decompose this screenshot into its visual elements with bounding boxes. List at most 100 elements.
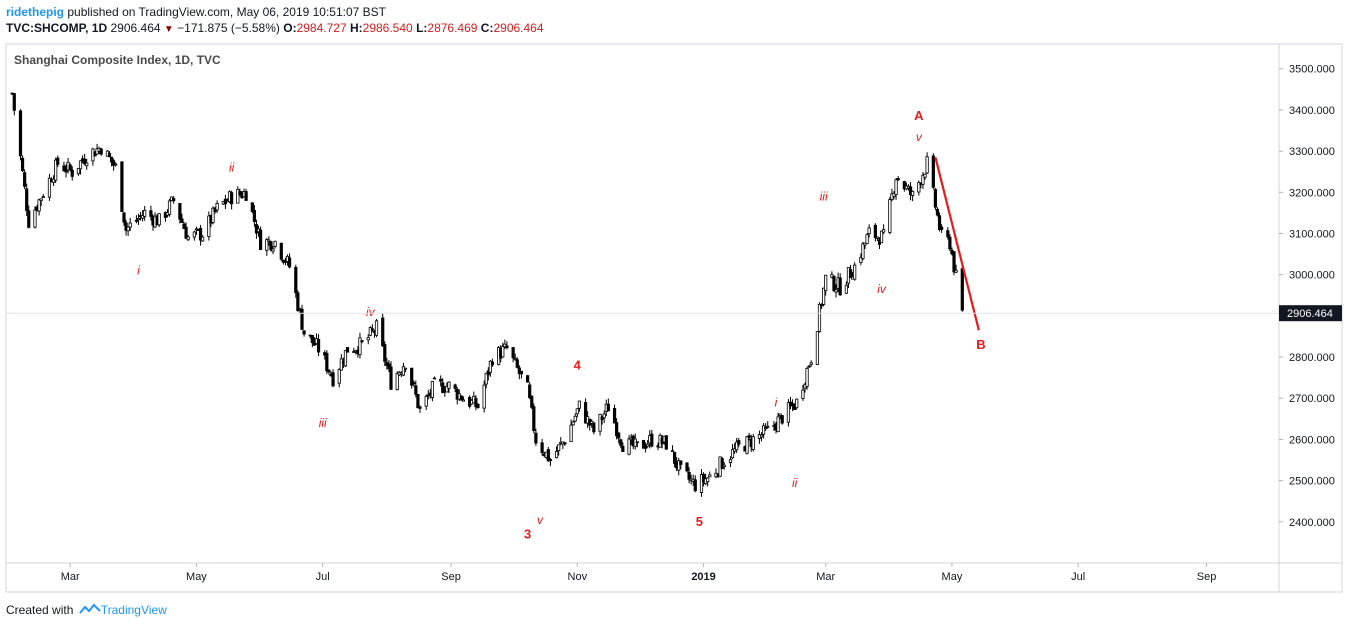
candle — [867, 224, 871, 238]
candle — [865, 233, 869, 244]
candle — [679, 460, 683, 470]
candle — [761, 423, 766, 439]
candle — [107, 151, 112, 158]
candle — [534, 428, 538, 446]
candle — [250, 202, 254, 214]
candle — [693, 475, 697, 493]
candle — [517, 365, 521, 380]
candle — [888, 197, 892, 235]
candle — [588, 418, 592, 431]
candle — [484, 372, 488, 389]
candle — [287, 253, 292, 269]
candle — [948, 234, 952, 252]
candle — [416, 393, 420, 409]
candle — [824, 274, 828, 296]
ohlc-line: TVC:SHCOMP, 1D 2906.464 ▼ −171.875 (−5.5… — [6, 20, 1006, 38]
candle — [646, 439, 650, 448]
candle — [672, 451, 677, 468]
candle — [805, 366, 809, 390]
candle — [461, 396, 466, 402]
candle — [722, 462, 726, 470]
projection-line — [934, 157, 980, 331]
candle — [569, 419, 573, 443]
candle — [215, 200, 219, 214]
candle — [331, 369, 335, 388]
candle — [554, 446, 559, 459]
candle — [383, 341, 387, 367]
candle — [809, 360, 813, 367]
open-label: O: — [283, 21, 297, 35]
candle — [921, 172, 925, 189]
x-tick-label-1: May — [186, 571, 207, 583]
candle — [873, 223, 877, 242]
y-tick-label-0: 2400.000 — [1289, 517, 1335, 529]
candle — [366, 334, 370, 345]
candle — [418, 405, 422, 413]
down-arrow-icon: ▼ — [163, 24, 174, 35]
x-tick-label-4: Nov — [568, 571, 588, 583]
x-tick-label-0: Mar — [61, 571, 80, 583]
candle — [267, 236, 271, 246]
candle — [863, 242, 867, 249]
candle — [302, 330, 306, 337]
candle — [488, 360, 492, 377]
candle — [490, 358, 495, 367]
candle — [128, 217, 132, 231]
candle — [136, 213, 141, 225]
candle — [708, 471, 712, 478]
last-price-badge: 2906.464 — [6, 305, 1342, 322]
candle — [577, 400, 581, 412]
x-axis[interactable]: Mar May Jul Sep Nov 2019 Mar May Jul Sep — [61, 563, 1217, 583]
candle — [76, 168, 81, 176]
candle — [258, 226, 263, 251]
candle — [728, 456, 733, 468]
candle — [149, 205, 153, 221]
candle — [853, 262, 857, 281]
candle — [211, 206, 215, 225]
candle — [68, 163, 72, 172]
candle — [124, 219, 128, 236]
candle — [120, 161, 124, 213]
candle — [178, 203, 182, 224]
candle — [627, 435, 631, 456]
candle — [296, 290, 300, 312]
candle — [780, 414, 784, 425]
candle — [252, 204, 256, 227]
candle — [641, 439, 646, 449]
y-axis[interactable]: 2400.000 2500.000 2600.000 2700.000 2800.000… — [1279, 64, 1335, 529]
candle — [664, 435, 668, 450]
candle — [327, 369, 331, 375]
candle — [795, 398, 799, 410]
candle — [530, 395, 534, 410]
candle — [832, 275, 836, 292]
candle — [198, 224, 203, 246]
candle — [374, 318, 379, 338]
candle — [360, 339, 364, 344]
candle — [730, 443, 735, 460]
candle — [316, 334, 321, 357]
symbol-label: TVC:SHCOMP, 1D — [6, 21, 108, 35]
candle — [447, 381, 451, 394]
candle — [879, 230, 884, 244]
footer: Created with TradingView — [6, 602, 167, 618]
candle — [501, 342, 505, 358]
last-price: 2906.464 — [110, 21, 161, 35]
candle — [571, 420, 575, 426]
candle — [759, 432, 764, 442]
candle — [532, 403, 536, 434]
candle — [776, 412, 780, 433]
tradingview-brand[interactable]: TradingView — [100, 603, 167, 617]
candle — [677, 457, 681, 476]
candle — [167, 198, 172, 217]
candle — [114, 162, 118, 167]
candle — [612, 404, 617, 424]
wave-label-12: iv — [366, 305, 376, 319]
candle — [25, 183, 29, 217]
author-link[interactable]: ridethepig — [6, 5, 65, 19]
high-label: H: — [349, 21, 363, 35]
candle — [747, 432, 751, 441]
candle — [439, 375, 443, 387]
candle — [685, 462, 689, 473]
